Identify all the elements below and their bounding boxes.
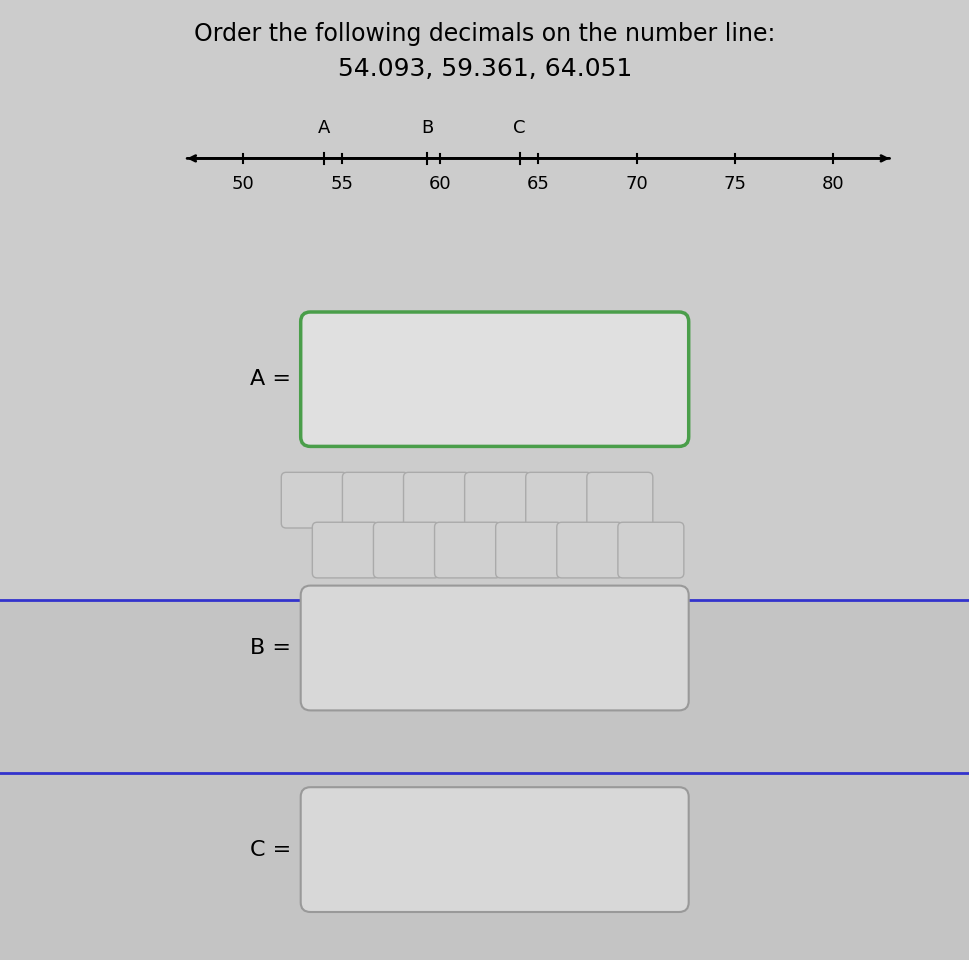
- Text: 54.093, 59.361, 64.051: 54.093, 59.361, 64.051: [337, 58, 632, 82]
- Text: A: A: [317, 119, 329, 137]
- Text: 70: 70: [625, 175, 647, 193]
- FancyBboxPatch shape: [0, 0, 969, 600]
- Text: 60: 60: [428, 175, 451, 193]
- Text: ≤: ≤: [520, 541, 536, 559]
- Text: X: X: [309, 510, 319, 525]
- Text: 80: 80: [822, 175, 844, 193]
- Text: ✓: ✓: [611, 492, 627, 509]
- Text: 65: 65: [526, 175, 549, 193]
- Text: A =: A =: [250, 370, 291, 389]
- Text: Order the following decimals on the number line:: Order the following decimals on the numb…: [194, 22, 775, 45]
- Text: |x|: |x|: [455, 541, 479, 559]
- FancyBboxPatch shape: [0, 600, 969, 773]
- Text: C: C: [513, 119, 525, 137]
- Text: 75: 75: [723, 175, 746, 193]
- Text: ≥: ≥: [581, 541, 597, 559]
- Text: B: B: [421, 119, 433, 137]
- Text: ⁿ√x: ⁿ√x: [483, 492, 512, 509]
- Text: π: π: [644, 541, 656, 559]
- Text: 🗑: 🗑: [339, 541, 351, 559]
- Text: f(x): f(x): [421, 492, 452, 509]
- Text: Xₙ: Xₙ: [548, 492, 568, 509]
- Text: 50: 50: [232, 175, 255, 193]
- Text: x²: x²: [366, 492, 384, 509]
- Text: (x): (x): [393, 541, 419, 559]
- Text: C =: C =: [249, 840, 291, 859]
- FancyBboxPatch shape: [0, 773, 969, 960]
- Text: Y: Y: [309, 475, 319, 491]
- Text: 55: 55: [329, 175, 353, 193]
- Text: B =: B =: [250, 638, 291, 658]
